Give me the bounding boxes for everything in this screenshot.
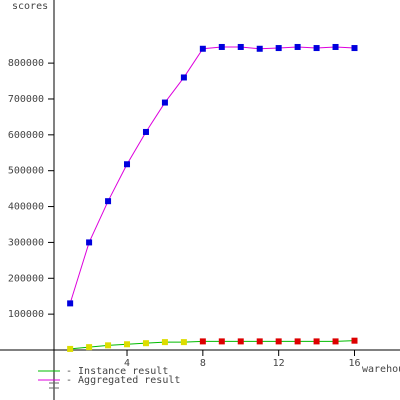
data-point — [161, 99, 168, 106]
data-point — [67, 300, 74, 307]
y-tick-label: 500000 — [8, 166, 44, 177]
x-tick-label: 8 — [200, 358, 206, 369]
data-point — [161, 339, 168, 346]
data-point — [105, 198, 112, 205]
legend-label: - Aggregated result — [66, 375, 180, 386]
data-point — [294, 43, 301, 50]
y-tick-label: 700000 — [8, 94, 44, 105]
data-point — [199, 338, 206, 345]
data-point — [199, 45, 206, 52]
y-tick-label: 600000 — [8, 130, 44, 141]
x-tick-label: 12 — [273, 358, 285, 369]
data-point — [142, 340, 149, 347]
series-line — [69, 46, 355, 304]
x-axis-label: warehouses — [362, 364, 400, 375]
data-point — [256, 338, 263, 345]
x-tick-label: 4 — [124, 358, 130, 369]
data-point — [351, 45, 358, 52]
data-point — [180, 74, 187, 81]
data-point — [124, 161, 131, 168]
data-point — [294, 338, 301, 345]
data-point — [332, 338, 339, 345]
y-tick-label: 200000 — [8, 273, 44, 284]
data-point — [105, 342, 112, 349]
y-tick-label: 800000 — [8, 58, 44, 69]
data-point — [218, 338, 225, 345]
y-tick-label: 300000 — [8, 237, 44, 248]
data-point — [275, 45, 282, 52]
data-point — [256, 45, 263, 52]
data-point — [124, 341, 131, 348]
data-point — [237, 338, 244, 345]
data-point — [67, 345, 74, 352]
data-point — [180, 339, 187, 346]
y-axis-label: scores — [12, 1, 48, 12]
data-point — [351, 337, 358, 344]
y-tick-label: 100000 — [8, 309, 44, 320]
data-point — [332, 43, 339, 50]
y-tick-label: 400000 — [8, 202, 44, 213]
data-point — [86, 344, 93, 351]
data-point — [275, 338, 282, 345]
data-point — [142, 128, 149, 135]
data-point — [218, 43, 225, 50]
data-point — [313, 338, 320, 345]
series-line — [70, 340, 355, 350]
data-point — [86, 239, 93, 246]
legend-label: - Instance result — [66, 366, 168, 377]
x-tick-label: 16 — [348, 358, 360, 369]
data-point — [313, 45, 320, 52]
data-point — [237, 43, 244, 50]
